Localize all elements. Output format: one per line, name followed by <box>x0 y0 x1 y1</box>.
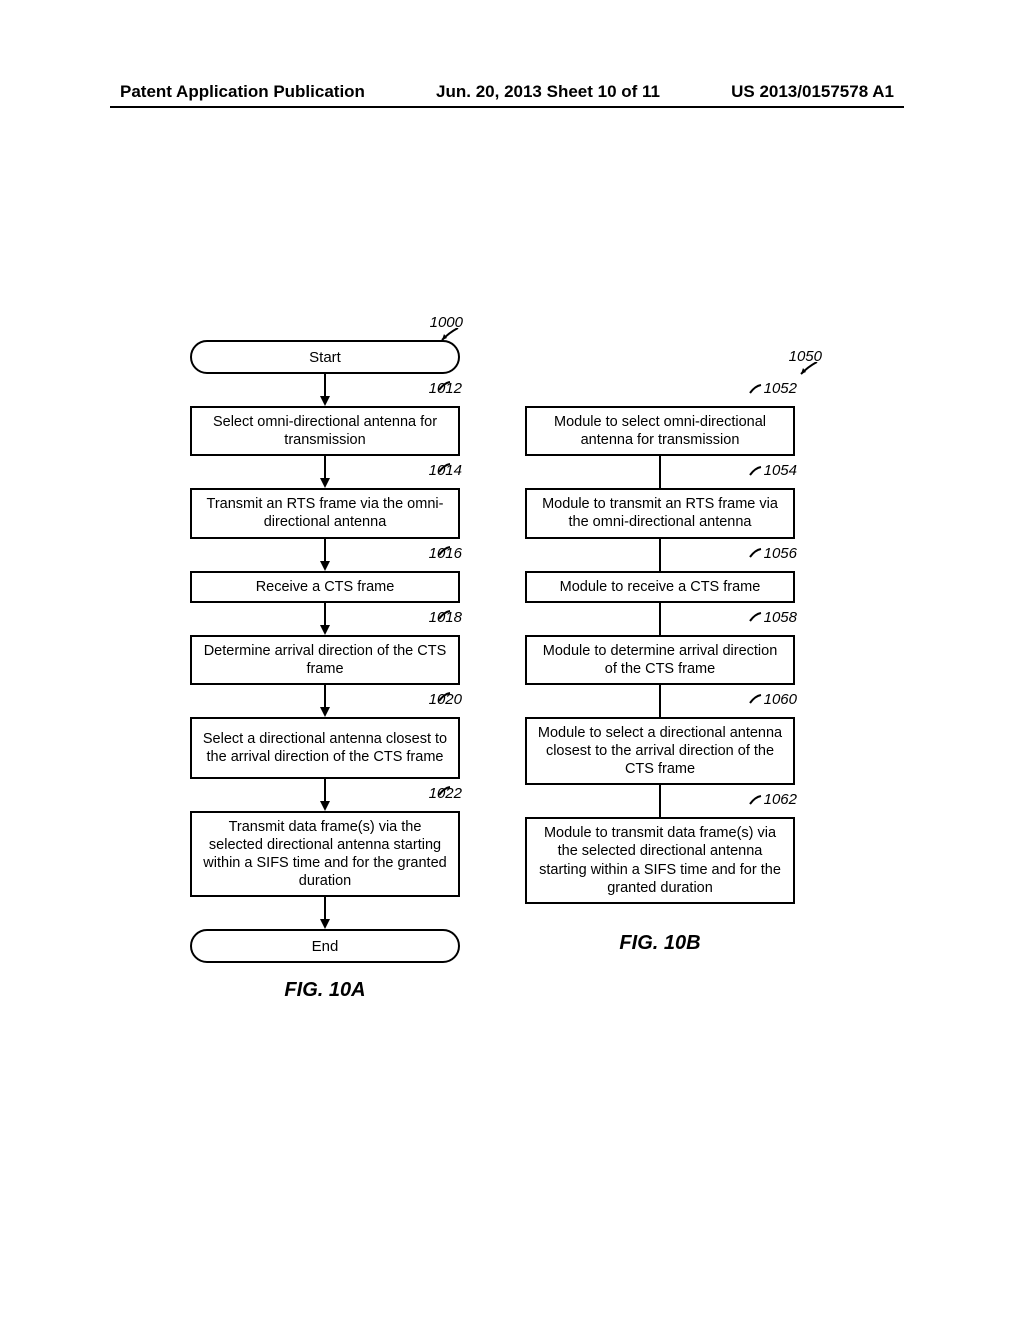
patent-page: Patent Application Publication Jun. 20, … <box>0 0 1024 1320</box>
module-text: Module to receive a CTS frame <box>560 578 761 596</box>
modules-10b: 1050 1052 Module to select omni-directio… <box>510 340 810 1002</box>
module-text: Module to select a directional antenna c… <box>537 724 783 778</box>
ref-hook-icon <box>749 465 763 477</box>
ref-number: 1054 <box>764 462 797 479</box>
module-ref: 1058 <box>749 609 797 626</box>
module-connector: 1058 <box>525 603 795 635</box>
ref-hook-icon <box>438 462 452 474</box>
flow-step-box: Determine arrival direction of the CTS f… <box>190 635 460 685</box>
ref-number: 1052 <box>764 380 797 397</box>
ref-hook-icon <box>749 693 763 705</box>
header-right: US 2013/0157578 A1 <box>731 82 894 102</box>
ref-hook-icon <box>438 691 452 703</box>
module-ref: 1054 <box>749 462 797 479</box>
ref-hook-icon <box>749 547 763 559</box>
module-connector: 1062 <box>525 785 795 817</box>
module-connector: 1054 <box>525 456 795 488</box>
ref-hook-icon <box>749 383 763 395</box>
arrow: 1014 <box>190 456 460 488</box>
step-ref: 1018 <box>429 609 462 626</box>
end-terminator: End <box>190 929 460 963</box>
arrow: 1016 <box>190 539 460 571</box>
module-text: Module to determine arrival direction of… <box>537 642 783 678</box>
ref-hook-icon <box>438 380 452 392</box>
step-ref: 1016 <box>429 545 462 562</box>
modules-main-ref: 1050 <box>789 348 822 365</box>
header-left: Patent Application Publication <box>120 82 365 102</box>
ref-hook-icon <box>438 609 452 621</box>
arrow: 1012 <box>190 374 460 406</box>
flow-steps-container: 1012 Select omni-directional antenna for… <box>175 374 475 897</box>
module-connector: 1052 <box>525 374 795 406</box>
ref-number: 1056 <box>764 545 797 562</box>
arrow: 1020 <box>190 685 460 717</box>
arrow: 1018 <box>190 603 460 635</box>
start-label: Start <box>309 349 341 366</box>
flow-step-text: Receive a CTS frame <box>256 578 395 596</box>
module-text: Module to transmit an RTS frame via the … <box>537 495 783 531</box>
ref-hook-icon <box>749 611 763 623</box>
arrow <box>190 897 460 929</box>
flowchart-main-ref: 1000 <box>430 314 463 331</box>
flow-step-box: Transmit data frame(s) via the selected … <box>190 811 460 898</box>
module-ref: 1062 <box>749 791 797 808</box>
flow-step-text: Transmit an RTS frame via the omni-direc… <box>202 495 448 531</box>
connector-line <box>659 456 661 488</box>
ref-hook-icon <box>749 794 763 806</box>
connector-line <box>659 785 661 817</box>
module-connector: 1060 <box>525 685 795 717</box>
end-label: End <box>312 938 339 955</box>
pointer-icon <box>799 362 821 376</box>
module-box: Module to determine arrival direction of… <box>525 635 795 685</box>
step-ref: 1020 <box>429 691 462 708</box>
connector-line <box>659 539 661 571</box>
connector-line <box>659 685 661 717</box>
ref-number: 1062 <box>764 791 797 808</box>
ref-number: 1058 <box>764 609 797 626</box>
ref-hook-icon <box>438 545 452 557</box>
pointer-icon <box>440 328 462 342</box>
module-text: Module to select omni-directional antenn… <box>537 413 783 449</box>
diagrams-area: 1000 Start 1012 Select omni-directional … <box>175 340 904 1002</box>
flowchart-10a: 1000 Start 1012 Select omni-directional … <box>175 340 475 1002</box>
ref-hook-icon <box>438 785 452 797</box>
header-rule <box>110 106 904 108</box>
flow-step-box: Receive a CTS frame <box>190 571 460 603</box>
module-items-container: 1052 Module to select omni-directional a… <box>510 374 810 904</box>
flow-step-text: Determine arrival direction of the CTS f… <box>202 642 448 678</box>
ref-number: 1060 <box>764 691 797 708</box>
module-box: Module to receive a CTS frame <box>525 571 795 603</box>
flow-step-text: Select a directional antenna closest to … <box>202 730 448 766</box>
flow-step-text: Select omni-directional antenna for tran… <box>202 413 448 449</box>
header-center: Jun. 20, 2013 Sheet 10 of 11 <box>436 82 660 102</box>
start-terminator: Start <box>190 340 460 374</box>
flow-step-box: Select omni-directional antenna for tran… <box>190 406 460 456</box>
module-box: Module to transmit data frame(s) via the… <box>525 817 795 904</box>
step-ref: 1014 <box>429 462 462 479</box>
arrow: 1022 <box>190 779 460 811</box>
flow-step-box: Select a directional antenna closest to … <box>190 717 460 779</box>
page-header: Patent Application Publication Jun. 20, … <box>0 82 1024 102</box>
module-ref: 1060 <box>749 691 797 708</box>
step-ref: 1022 <box>429 785 462 802</box>
module-box: Module to select omni-directional antenn… <box>525 406 795 456</box>
flow-step-box: Transmit an RTS frame via the omni-direc… <box>190 488 460 538</box>
fig-10a-caption: FIG. 10A <box>284 979 365 1002</box>
module-ref: 1052 <box>749 380 797 397</box>
module-text: Module to transmit data frame(s) via the… <box>537 824 783 897</box>
fig-10b-caption: FIG. 10B <box>619 932 700 955</box>
connector-line <box>659 603 661 635</box>
module-connector: 1056 <box>525 539 795 571</box>
module-box: Module to select a directional antenna c… <box>525 717 795 785</box>
step-ref: 1012 <box>429 380 462 397</box>
flow-step-text: Transmit data frame(s) via the selected … <box>202 818 448 891</box>
module-box: Module to transmit an RTS frame via the … <box>525 488 795 538</box>
module-ref: 1056 <box>749 545 797 562</box>
